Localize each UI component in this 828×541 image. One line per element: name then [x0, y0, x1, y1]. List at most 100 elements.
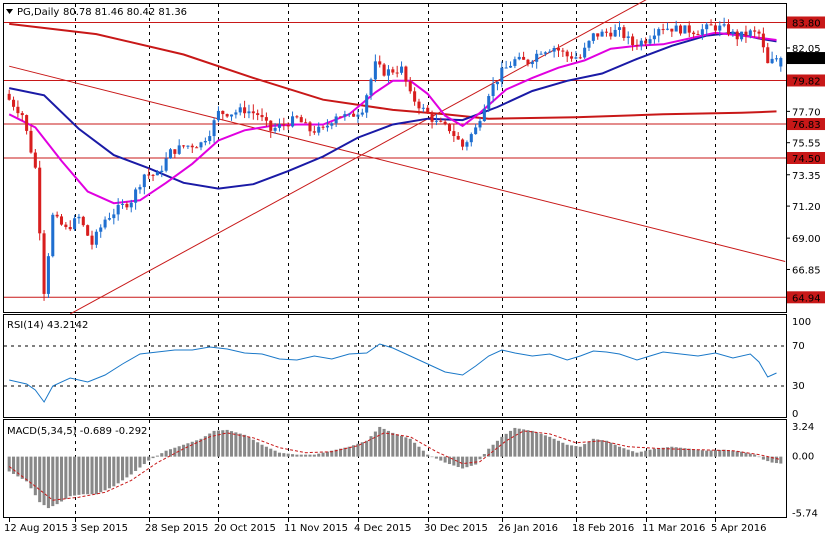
candle-body	[674, 25, 678, 32]
macd-histogram-bar	[221, 430, 225, 457]
macd-histogram-bar	[556, 440, 561, 457]
macd-histogram-bar	[635, 452, 639, 457]
rsi-tick-label: 100	[792, 317, 811, 328]
candle-body	[700, 29, 704, 35]
macd-histogram-bar	[391, 432, 395, 457]
chart-menu-triangle-icon[interactable]	[6, 9, 13, 14]
candle-body	[465, 142, 469, 147]
candle-body	[443, 121, 447, 124]
candle-body	[434, 120, 438, 122]
candle-body	[64, 224, 68, 228]
candle-body	[369, 79, 373, 96]
candle-body	[382, 64, 386, 76]
macd-histogram-bar	[308, 454, 312, 457]
macd-histogram-bar	[304, 454, 308, 457]
macd-histogram-bar	[46, 456, 50, 509]
rsi-tick-label: 30	[792, 381, 805, 392]
candle-body	[404, 66, 408, 82]
candle-body	[452, 131, 456, 137]
candle-body	[77, 216, 81, 219]
macd-histogram-bar	[561, 442, 565, 457]
candle-body	[142, 174, 146, 188]
macd-histogram-bar	[482, 453, 486, 457]
macd-histogram-bar	[426, 454, 430, 457]
candle-body	[426, 107, 430, 114]
macd-histogram-bar	[509, 430, 513, 457]
macd-histogram-bar	[731, 450, 735, 457]
macd-histogram-bar	[504, 433, 508, 457]
candle-body	[256, 113, 260, 116]
macd-histogram-bar	[16, 456, 20, 477]
candle-body	[264, 117, 268, 121]
macd-histogram-bar	[487, 448, 491, 457]
candle-body	[530, 61, 534, 65]
macd-histogram-bar	[522, 429, 526, 457]
candle-body	[456, 136, 460, 140]
current-price-tag	[787, 52, 825, 65]
macd-histogram-bar	[530, 430, 534, 457]
macd-histogram-bar	[600, 440, 604, 457]
candle-body	[461, 139, 465, 147]
candle-body	[631, 36, 635, 46]
macd-histogram-bar	[404, 437, 408, 457]
candle-body	[343, 114, 347, 117]
candle-body	[713, 25, 717, 31]
macd-histogram-bar	[434, 456, 438, 459]
macd-histogram-bar	[700, 450, 704, 457]
macd-histogram-bar	[591, 438, 595, 457]
macd-histogram-bar	[596, 439, 600, 457]
macd-histogram-bar	[103, 456, 107, 491]
candle-body	[312, 131, 316, 133]
candle-body	[203, 141, 207, 143]
candle-body	[155, 172, 159, 176]
candle-body	[360, 112, 364, 115]
macd-label: MACD(5,34,5) -0.689 -0.292	[7, 426, 147, 437]
candle-body	[413, 91, 417, 102]
macd-histogram-bar	[129, 456, 133, 475]
macd-histogram-bar	[59, 456, 64, 502]
macd-histogram-bar	[94, 456, 98, 495]
macd-histogram-bar	[155, 455, 159, 457]
candle-body	[509, 65, 513, 68]
candle-body	[570, 56, 574, 59]
date-tick-label: 3 Sep 2015	[71, 523, 128, 534]
candle-body	[478, 121, 482, 128]
date-tick-label: 30 Dec 2015	[424, 523, 488, 534]
macd-histogram-bar	[352, 445, 356, 457]
price-tick-label: 82.05	[792, 44, 821, 55]
date-tick-label: 12 Aug 2015	[4, 523, 68, 534]
candle-body	[365, 95, 369, 113]
macd-histogram-bar	[613, 444, 617, 457]
price-axis: 82.05 77.70 75.55 73.35 71.20 69.00 66.85 83.80…	[786, 16, 825, 519]
macd-histogram-bar	[744, 452, 748, 457]
macd-histogram-bar	[722, 449, 726, 457]
macd-histogram-bar	[757, 456, 761, 458]
level-price-tag	[787, 74, 825, 87]
candle-body	[447, 123, 452, 132]
candle-body	[718, 25, 722, 31]
candle-body	[81, 216, 85, 226]
macd-histogram-bar	[334, 449, 338, 457]
macd-histogram-bar	[665, 447, 669, 457]
macd-histogram-bar	[12, 456, 16, 474]
candle-body	[779, 58, 783, 67]
candle-body	[225, 114, 229, 117]
candle-body	[147, 174, 151, 176]
macd-histogram-bar	[107, 456, 111, 489]
candle-body	[7, 93, 11, 100]
macd-histogram-bar	[247, 437, 251, 457]
macd-histogram-bar	[713, 450, 717, 457]
macd-histogram-bar	[356, 443, 360, 457]
candle-body	[151, 174, 155, 176]
candle-body	[495, 81, 499, 85]
price-tick-label: 69.00	[792, 234, 821, 245]
candle-body	[469, 134, 473, 143]
candle-body	[657, 29, 661, 36]
level-price-tag	[787, 291, 825, 304]
candle-body	[526, 59, 530, 65]
candle-body	[652, 35, 656, 40]
macd-histogram-bar	[68, 456, 72, 497]
candle-body	[748, 30, 752, 36]
